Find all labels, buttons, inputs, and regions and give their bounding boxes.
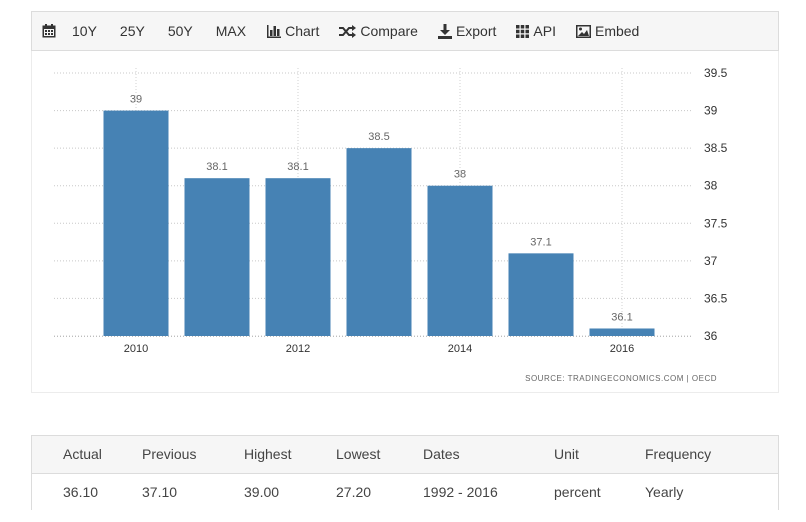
stats-value-lowest: 27.20 bbox=[336, 484, 372, 500]
embed-button[interactable]: Embed bbox=[575, 12, 640, 50]
y-tick-label: 38.5 bbox=[704, 141, 728, 155]
export-button[interactable]: Export bbox=[437, 12, 497, 50]
embed-button-label: Embed bbox=[594, 23, 640, 39]
shuffle-icon bbox=[339, 24, 357, 38]
y-tick-label: 38 bbox=[704, 179, 718, 193]
bar-2012[interactable] bbox=[265, 178, 331, 336]
data-label: 38.5 bbox=[368, 131, 389, 143]
chart-button-label: Chart bbox=[285, 23, 320, 39]
stats-header-unit: Unit bbox=[554, 446, 579, 462]
range-50y-button[interactable]: 50Y bbox=[167, 23, 193, 39]
bar-2013[interactable] bbox=[346, 148, 412, 336]
bar-2016[interactable] bbox=[589, 328, 655, 336]
range-10y-button[interactable]: 10Y bbox=[72, 23, 97, 39]
y-tick-label: 39.5 bbox=[704, 66, 728, 80]
api-button[interactable]: API bbox=[516, 12, 556, 50]
data-label: 38 bbox=[454, 169, 466, 181]
data-label: 39 bbox=[130, 94, 142, 106]
stats-header-frequency: Frequency bbox=[645, 446, 712, 462]
stats-header-dates: Dates bbox=[423, 446, 460, 462]
range-max-button[interactable]: MAX bbox=[215, 23, 247, 39]
compare-button-label: Compare bbox=[360, 23, 418, 39]
chart-bars bbox=[103, 110, 655, 336]
stats-value-actual: 36.10 bbox=[63, 484, 99, 500]
x-tick-label: 2014 bbox=[448, 343, 472, 355]
api-button-label: API bbox=[533, 23, 556, 39]
data-label: 38.1 bbox=[287, 161, 308, 173]
download-icon bbox=[437, 23, 452, 39]
stats-header-previous: Previous bbox=[142, 446, 197, 462]
range-25y-button[interactable]: 25Y bbox=[119, 23, 145, 39]
bar-2010[interactable] bbox=[103, 110, 169, 336]
stats-value-previous: 37.10 bbox=[142, 484, 178, 500]
bar-chart: 36 36.5 37 37.5 38 38.5 39 39.5 39 2010 38.1 38.1 20… bbox=[54, 66, 728, 383]
bar-2011[interactable] bbox=[184, 178, 250, 336]
y-tick-label: 37 bbox=[704, 254, 718, 268]
x-tick-label: 2010 bbox=[124, 343, 148, 355]
calendar-icon[interactable] bbox=[42, 12, 56, 50]
bar-2014[interactable] bbox=[427, 185, 493, 336]
data-label: 36.1 bbox=[611, 311, 632, 323]
chart-source: SOURCE: TRADINGECONOMICS.COM | OECD bbox=[525, 374, 717, 383]
x-tick-label: 2012 bbox=[286, 343, 310, 355]
y-tick-label: 39 bbox=[704, 104, 718, 118]
stats-value-dates: 1992 - 2016 bbox=[423, 484, 498, 500]
export-button-label: Export bbox=[455, 23, 497, 39]
y-tick-label: 37.5 bbox=[704, 216, 728, 230]
chart-button[interactable]: Chart bbox=[267, 12, 319, 50]
chart-panel: 36 36.5 37 37.5 38 38.5 39 39.5 39 2010 38.1 38.1 20… bbox=[31, 51, 779, 393]
stats-table: Actual Previous Highest Lowest Dates Uni… bbox=[31, 435, 779, 511]
data-label: 37.1 bbox=[530, 236, 551, 248]
chart-labels: 36 36.5 37 37.5 38 38.5 39 39.5 39 2010 38.1 38.1 20… bbox=[124, 66, 728, 355]
bar-chart-icon bbox=[267, 24, 282, 38]
stats-header-lowest: Lowest bbox=[336, 446, 381, 462]
chart-toolbar: 10Y 25Y 50Y MAX Chart Compare bbox=[31, 11, 779, 51]
compare-button[interactable]: Compare bbox=[339, 12, 418, 50]
stats-value-highest: 39.00 bbox=[244, 484, 280, 500]
stats-header-highest: Highest bbox=[244, 446, 292, 462]
stats-value-unit: percent bbox=[554, 484, 601, 500]
grid-icon bbox=[516, 24, 530, 38]
bar-2015[interactable] bbox=[508, 253, 574, 336]
stats-value-frequency: Yearly bbox=[645, 484, 684, 500]
stats-header-row: Actual Previous Highest Lowest Dates Uni… bbox=[32, 436, 778, 474]
y-tick-label: 36 bbox=[704, 329, 718, 343]
stats-header-actual: Actual bbox=[63, 446, 102, 462]
image-icon bbox=[575, 24, 591, 38]
data-label: 38.1 bbox=[206, 161, 227, 173]
stats-value-row: 36.10 37.10 39.00 27.20 1992 - 2016 perc… bbox=[32, 474, 778, 511]
x-tick-label: 2016 bbox=[610, 343, 634, 355]
y-tick-label: 36.5 bbox=[704, 291, 728, 305]
